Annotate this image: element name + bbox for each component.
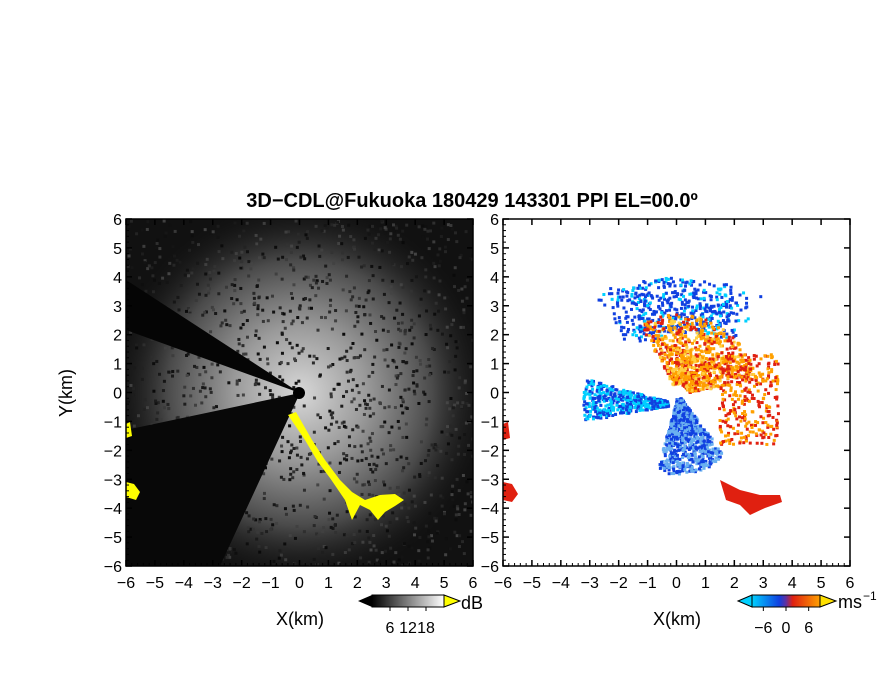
reflectivity-y-tick-label: 4 xyxy=(113,270,122,287)
reflectivity-y-tick-label: 3 xyxy=(113,299,122,316)
velocity-axes: −6 −5 −4 −3 −2 −1 0 1 2 3 4 5 6 −6 −5 −4 −3 −2 −1 0 1 2 3 4 5 6 xyxy=(481,212,855,592)
reflectivity-strong-echo xyxy=(126,422,132,438)
reflectivity-x-tick-label: −2 xyxy=(233,575,251,592)
velocity-x-tick-label: 6 xyxy=(846,575,855,592)
reflectivity-colorbar-tick-label: 12 xyxy=(399,620,417,637)
velocity-colorbar-tick-label: −6 xyxy=(754,620,772,637)
reflectivity-y-tick-label: −2 xyxy=(104,443,122,460)
velocity-strong-echo xyxy=(503,422,510,440)
velocity-y-tick-label: 3 xyxy=(490,299,499,316)
reflectivity-strong-echo xyxy=(288,412,404,520)
velocity-x-tick-label: −5 xyxy=(523,575,541,592)
velocity-y-tick-label: 5 xyxy=(490,241,499,258)
reflectivity-x-axis-label: X(km) xyxy=(276,609,324,629)
reflectivity-x-tick-label: 4 xyxy=(411,575,420,592)
velocity-x-tick-label: 0 xyxy=(672,575,681,592)
reflectivity-y-tick-label: 2 xyxy=(113,328,122,345)
reflectivity-x-tick-label: 6 xyxy=(469,575,478,592)
velocity-strong-echo xyxy=(503,482,518,502)
colorbar-gradient xyxy=(751,594,821,608)
velocity-x-tick-label: −2 xyxy=(610,575,628,592)
reflectivity-colorbar-unit: dB xyxy=(461,593,483,613)
velocity-y-tick-label: 6 xyxy=(490,212,499,229)
reflectivity-y-tick-label: 5 xyxy=(113,241,122,258)
velocity-x-tick-label: 5 xyxy=(817,575,826,592)
colorbar-under-arrow xyxy=(736,594,753,608)
reflectivity-x-tick-label: 1 xyxy=(324,575,333,592)
reflectivity-x-tick-label: −4 xyxy=(175,575,193,592)
reflectivity-y-tick-label: 1 xyxy=(113,357,122,374)
velocity-x-tick-label: 3 xyxy=(759,575,768,592)
reflectivity-y-tick-label: −5 xyxy=(104,530,122,547)
reflectivity-y-tick-label: −6 xyxy=(104,559,122,576)
reflectivity-panel: −6 −5 −4 −3 −2 −1 0 1 2 3 4 5 6 −6 −5 −4 −3 −2 −1 0 1 2 3 4 5 6 X… xyxy=(56,212,478,629)
reflectivity-x-tick-label: −1 xyxy=(261,575,279,592)
velocity-colorbar-tick-label: 6 xyxy=(804,620,813,637)
colorbar-over-arrow xyxy=(443,594,462,608)
reflectivity-colorbar: 6 12 18 dB xyxy=(358,593,483,637)
reflectivity-y-axis-label: Y(km) xyxy=(56,369,76,417)
velocity-x-tick-label: −6 xyxy=(494,575,512,592)
velocity-y-tick-label: −6 xyxy=(481,559,499,576)
velocity-x-tick-label: 2 xyxy=(730,575,739,592)
reflectivity-colorbar-tick-label: 18 xyxy=(417,620,435,637)
velocity-y-tick-label: 4 xyxy=(490,270,499,287)
reflectivity-x-tick-label: −3 xyxy=(204,575,222,592)
colorbar-over-arrow xyxy=(819,594,838,608)
reflectivity-colorbar-tick-label: 6 xyxy=(386,620,395,637)
reflectivity-y-tick-label: −1 xyxy=(104,414,122,431)
reflectivity-x-tick-label: 3 xyxy=(382,575,391,592)
reflectivity-y-tick-label: −4 xyxy=(104,501,122,518)
velocity-x-axis-label: X(km) xyxy=(653,609,701,629)
colorbar-under-arrow xyxy=(358,595,372,607)
radar-site-marker xyxy=(293,387,305,399)
velocity-panel: −6 −5 −4 −3 −2 −1 0 1 2 3 4 5 6 −6 −5 −4 −3 −2 −1 0 1 2 3 4 5 6 X… xyxy=(481,212,855,629)
velocity-colorbar: −6 0 6 ms −1 xyxy=(736,589,877,637)
reflectivity-x-tick-label: −6 xyxy=(117,575,135,592)
reflectivity-y-tick-label: 6 xyxy=(113,212,122,229)
velocity-background xyxy=(503,219,850,566)
velocity-strong-echo xyxy=(720,480,782,515)
reflectivity-y-tick-label: −3 xyxy=(104,472,122,489)
reflectivity-x-tick-label: 2 xyxy=(353,575,362,592)
velocity-y-tick-label: 0 xyxy=(490,386,499,403)
reflectivity-y-tick-label: 0 xyxy=(113,386,122,403)
velocity-y-tick-label: 2 xyxy=(490,328,499,345)
reflectivity-x-tick-label: 0 xyxy=(295,575,304,592)
velocity-y-tick-label: −5 xyxy=(481,530,499,547)
velocity-colorbar-unit-exponent: −1 xyxy=(863,589,877,603)
reflectivity-x-tick-label: 5 xyxy=(440,575,449,592)
reflectivity-shadow-sector xyxy=(126,393,300,566)
velocity-x-tick-label: −1 xyxy=(638,575,656,592)
reflectivity-strong-echo xyxy=(126,482,140,500)
velocity-y-tick-label: −4 xyxy=(481,501,499,518)
velocity-x-tick-label: −4 xyxy=(552,575,570,592)
figure-title: 3D−CDL@Fukuoka 180429 143301 PPI EL=00.0… xyxy=(246,190,698,212)
reflectivity-axes: −6 −5 −4 −3 −2 −1 0 1 2 3 4 5 6 −6 −5 −4 −3 −2 −1 0 1 2 3 4 5 6 xyxy=(104,212,478,592)
velocity-colorbar-unit: ms xyxy=(838,592,862,612)
reflectivity-x-tick-label: −5 xyxy=(146,575,164,592)
velocity-x-tick-label: 1 xyxy=(701,575,710,592)
reflectivity-shadow-sector xyxy=(126,280,300,393)
velocity-x-tick-label: 4 xyxy=(788,575,797,592)
velocity-y-tick-label: −1 xyxy=(481,414,499,431)
colorbar-gradient xyxy=(371,594,445,608)
velocity-colorbar-tick-label: 0 xyxy=(782,620,791,637)
velocity-y-tick-label: 1 xyxy=(490,357,499,374)
velocity-echo-field xyxy=(582,276,780,476)
velocity-x-tick-label: −3 xyxy=(581,575,599,592)
velocity-y-tick-label: −2 xyxy=(481,443,499,460)
velocity-y-tick-label: −3 xyxy=(481,472,499,489)
